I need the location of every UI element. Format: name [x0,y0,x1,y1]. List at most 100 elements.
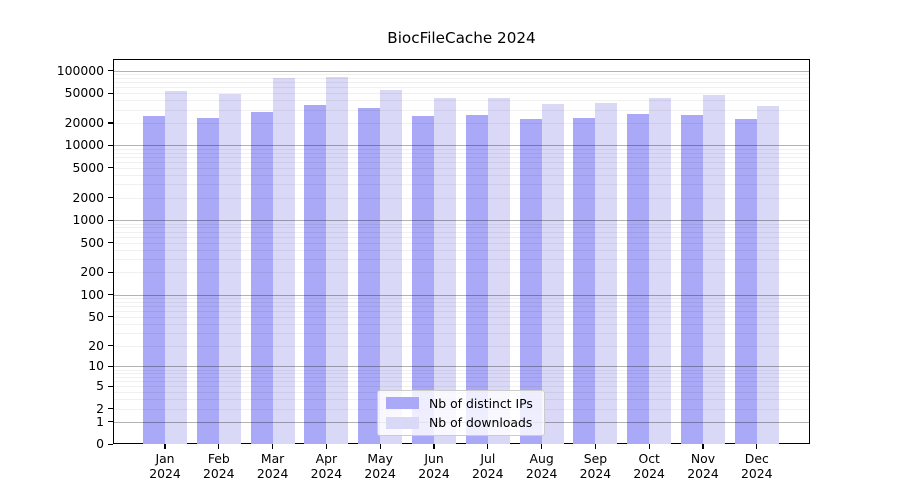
bar-downloads [649,97,672,445]
bar-downloads [595,103,618,445]
x-tick-year: 2024 [149,465,181,481]
legend-item-distinct-ips: Nb of distinct IPs [378,396,544,411]
x-tick-label: May 2024 [353,452,407,481]
x-tick-year: 2024 [364,465,396,481]
x-tick-label: Mar 2024 [246,452,300,481]
x-tick-mark [433,444,435,450]
y-tick-label: 20000 [64,114,104,130]
gridline-minor [113,272,810,274]
gridline-minor [113,369,810,371]
y-tick-mark [108,144,113,146]
gridline-minor [113,345,810,347]
gridline-major [113,70,810,72]
legend-label-downloads: Nb of downloads [429,415,533,431]
gridline-minor [113,161,810,163]
gridline-minor [113,109,810,111]
x-tick-label: Jun 2024 [407,452,461,481]
bar-distinct-ips [196,118,219,445]
x-tick-year: 2024 [579,465,612,481]
y-tick-label: 50 [88,308,104,324]
x-tick-year: 2024 [310,465,343,481]
bar-distinct-ips [250,111,273,445]
gridline-major [113,220,810,222]
x-tick-year: 2024 [472,465,504,481]
x-tick-year: 2024 [687,465,719,481]
legend-item-downloads: Nb of downloads [378,415,544,430]
y-tick-label: 50000 [64,85,104,101]
gridline-minor [113,242,810,244]
x-tick-label: Jan 2024 [138,452,192,481]
y-tick-mark [108,197,113,199]
y-tick-label: 20 [88,337,104,353]
y-tick-label: 1000 [72,212,104,228]
y-tick-label: 2 [96,400,104,416]
y-tick-mark [108,365,113,368]
y-tick-mark [108,293,113,296]
gridline-minor [113,156,810,158]
bar-downloads [756,105,779,445]
gridline-major [113,366,810,368]
gridline-minor [113,74,810,76]
x-tick-year: 2024 [203,465,235,481]
bar-distinct-ips [412,115,434,445]
y-tick-mark [108,219,113,221]
x-tick-label: Dec 2024 [730,452,784,481]
bar-distinct-ips [519,118,542,445]
gridline-minor [113,175,810,177]
y-tick-mark [108,316,113,318]
y-tick-mark [108,122,113,124]
x-tick-label: Feb 2024 [192,452,246,481]
x-tick-mark [594,444,596,450]
legend: Nb of distinct IPs Nb of downloads [377,390,545,436]
x-tick-mark [756,444,758,450]
plot-frame [113,59,810,445]
bar-distinct-ips [465,114,488,445]
x-tick-year: 2024 [256,465,289,481]
bar-downloads [218,93,241,445]
bar-distinct-ips [627,114,650,445]
x-tick-label: Sep 2024 [568,452,622,481]
y-tick-label: 2000 [72,189,104,205]
y-tick-label: 0 [96,436,104,452]
gridline-minor [113,93,810,95]
gridline-minor [113,152,810,154]
gridline-minor [113,372,810,374]
x-tick-mark [541,444,543,450]
x-tick-mark [325,444,327,450]
x-tick-label: Nov 2024 [676,452,730,481]
gridline-major [113,294,810,296]
gridline-minor [113,100,810,102]
bar-downloads [703,95,725,445]
x-tick-label: Apr 2024 [299,452,353,481]
y-tick-mark [108,92,113,94]
gridline-minor [113,305,810,307]
bar-downloads [541,103,564,445]
bar-downloads [380,90,403,445]
bar-distinct-ips [734,119,757,445]
y-tick-label: 1 [96,413,104,429]
bar-downloads [487,98,510,445]
y-tick-label: 5 [96,378,104,394]
y-tick-label: 10 [88,358,104,374]
bar-downloads [272,78,295,445]
y-tick-mark [108,421,113,423]
bar-downloads [165,91,187,445]
bar-distinct-ips [358,108,381,445]
y-tick-label: 100 [80,286,104,302]
bar-distinct-ips [681,115,703,445]
x-tick-mark [702,444,704,450]
gridline-minor [113,223,810,225]
y-tick-mark [108,443,113,445]
gridline-minor [113,323,810,325]
gridline-minor [113,376,810,378]
legend-swatch-downloads-icon [386,416,419,429]
gridline-minor [113,77,810,79]
x-tick-mark [648,444,650,450]
gridline-minor [113,184,810,186]
gridline-minor [113,197,810,199]
legend-swatch-ips-icon [386,397,419,410]
y-tick-mark [108,167,113,169]
x-tick-year: 2024 [633,465,665,481]
bar-downloads [434,98,456,445]
